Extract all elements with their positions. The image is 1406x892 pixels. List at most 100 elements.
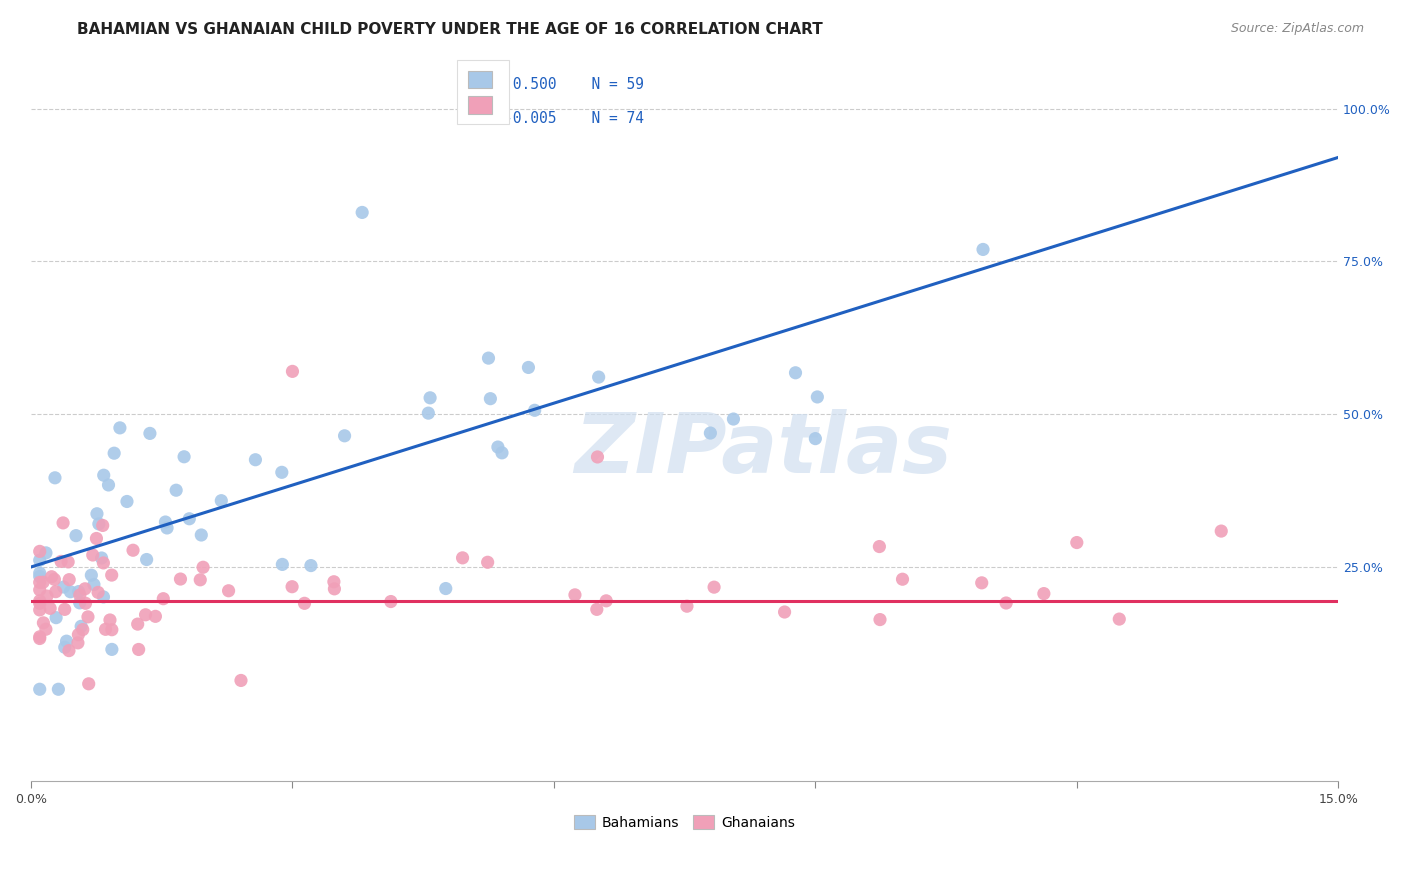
Point [139,426,162,441]
Point [93,590,115,604]
Point [477,351,499,365]
Point [995,596,1018,610]
Point [28,632,51,646]
Point [108,421,131,435]
Point [28,603,51,617]
Point [477,555,499,569]
Point [77,677,100,691]
Point [49,554,72,568]
Point [191,560,214,574]
Point [80,568,103,582]
Point [972,243,994,257]
Point [380,594,402,608]
Point [127,617,149,632]
Point [152,591,174,606]
Point [270,466,292,480]
Point [281,364,304,378]
Point [156,521,179,535]
Point [90,551,112,566]
Point [53,640,76,655]
Point [970,575,993,590]
Point [41,570,63,584]
Point [100,568,122,582]
Point [588,370,610,384]
Point [486,440,509,454]
Text: R =  0.500    N = 59: R = 0.500 N = 59 [470,78,644,93]
Point [87,585,110,599]
Point [87,516,110,531]
Point [28,544,51,558]
Point [703,580,725,594]
Point [28,553,51,567]
Point [145,609,167,624]
Point [271,558,294,572]
Point [82,548,104,562]
Point [35,622,58,636]
Point [44,572,66,586]
Point [419,391,441,405]
Point [98,613,121,627]
Point [491,446,513,460]
Point [67,584,90,599]
Point [135,552,157,566]
Point [39,601,62,615]
Point [806,390,828,404]
Point [91,518,114,533]
Point [59,584,82,599]
Point [229,673,252,688]
Point [35,546,58,560]
Point [517,360,540,375]
Point [73,582,96,596]
Point [586,450,609,464]
Point [322,574,344,589]
Point [773,605,796,619]
Point [1108,612,1130,626]
Point [58,643,80,657]
Point [804,432,827,446]
Point [699,425,721,440]
Point [676,599,699,614]
Point [48,682,70,697]
Point [101,623,124,637]
Point [70,619,93,633]
Point [52,580,75,594]
Point [115,494,138,508]
Point [209,493,232,508]
Point [101,642,124,657]
Point [190,528,212,542]
Point [72,623,94,637]
Point [28,630,51,644]
Point [67,627,90,641]
Point [1032,586,1054,600]
Point [128,642,150,657]
Point [595,594,617,608]
Point [785,366,807,380]
Point [97,478,120,492]
Point [93,468,115,483]
Point [44,471,66,485]
Point [53,602,76,616]
Point [188,573,211,587]
Point [86,532,108,546]
Point [77,610,100,624]
Point [523,403,546,417]
Point [585,602,607,616]
Point [28,594,51,608]
Point [868,540,890,554]
Point [103,446,125,460]
Point [723,412,745,426]
Point [218,583,240,598]
Point [28,582,51,597]
Point [55,634,77,648]
Point [32,615,55,630]
Point [122,543,145,558]
Point [52,516,75,530]
Point [56,555,79,569]
Legend: Bahamians, Ghanaians: Bahamians, Ghanaians [568,809,800,835]
Point [28,682,51,697]
Point [451,550,474,565]
Point [179,512,201,526]
Point [891,572,914,586]
Point [135,607,157,622]
Point [45,584,67,599]
